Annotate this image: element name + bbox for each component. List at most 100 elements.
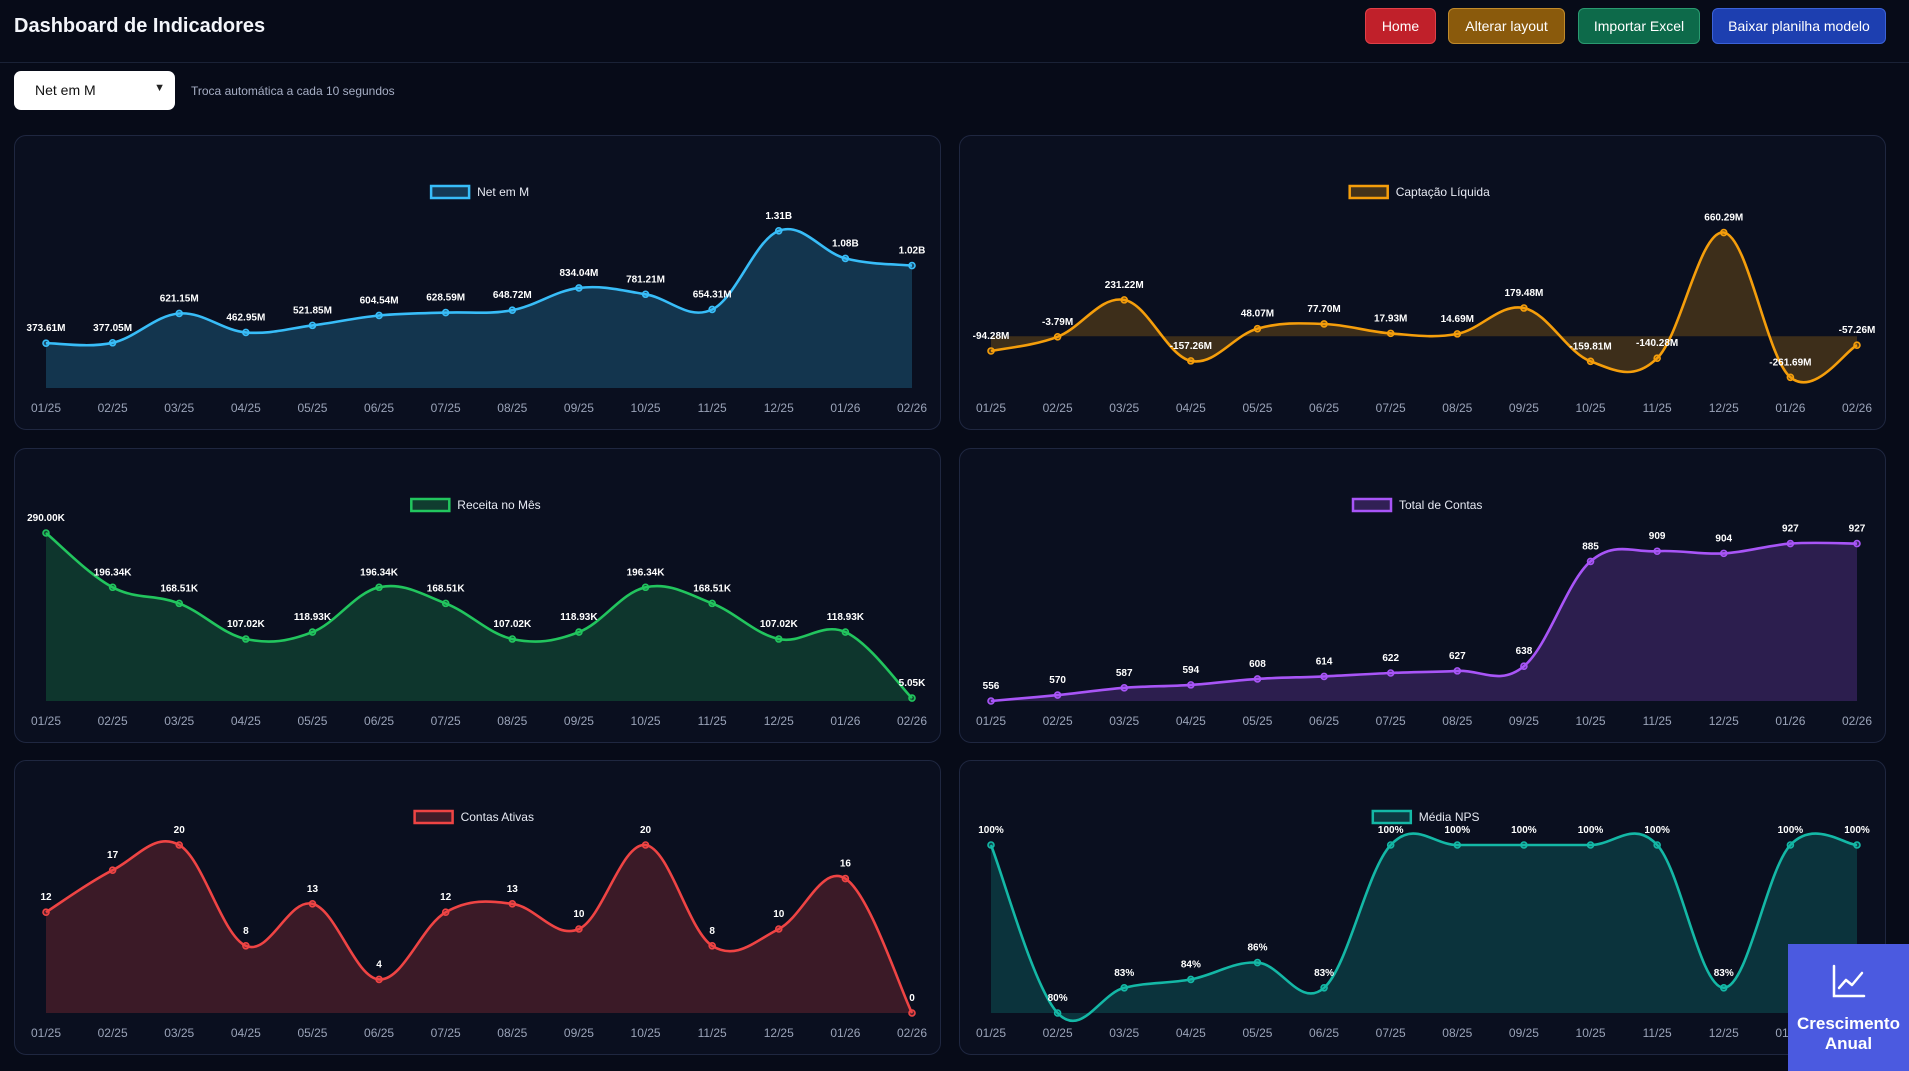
data-point[interactable] [987,697,995,705]
data-point[interactable] [441,599,450,608]
data-point[interactable] [1053,332,1062,341]
change-layout-button[interactable]: Alterar layout [1448,8,1565,44]
legend[interactable]: Net em M [429,184,529,200]
data-point[interactable] [987,347,995,355]
data-point[interactable] [108,866,117,874]
data-point[interactable] [1320,672,1328,681]
data-point[interactable] [1053,691,1062,699]
legend[interactable]: Média NPS [1371,809,1480,825]
data-point[interactable] [1187,975,1195,984]
data-point[interactable] [641,841,650,849]
data-point[interactable] [1386,841,1395,849]
home-button[interactable]: Home [1365,8,1436,44]
data-point[interactable] [1253,958,1262,967]
data-point[interactable] [42,339,50,347]
legend[interactable]: Receita no Mês [410,497,541,513]
data-point[interactable] [375,583,383,592]
data-point[interactable] [242,942,250,950]
data-point[interactable] [508,635,517,643]
data-point[interactable] [1586,557,1595,566]
data-point[interactable] [1653,547,1661,556]
data-point[interactable] [1053,1009,1062,1017]
data-point[interactable] [1786,841,1795,849]
data-point[interactable] [1453,330,1462,338]
data-point[interactable] [308,628,317,636]
data-point[interactable] [774,635,783,643]
data-label: 377.05M [93,323,132,334]
data-point[interactable] [1253,324,1262,333]
data-point[interactable] [841,628,850,636]
data-point[interactable] [1120,684,1129,692]
data-point[interactable] [108,583,117,592]
metric-select[interactable]: Net em M ▼ [14,71,175,110]
data-point[interactable] [1453,667,1462,675]
legend[interactable]: Captação Líquida [1348,184,1490,200]
data-point[interactable] [1320,320,1328,328]
data-point[interactable] [1586,841,1595,849]
data-point[interactable] [242,635,250,643]
data-point[interactable] [1520,304,1528,312]
data-point[interactable] [774,925,783,933]
data-point[interactable] [42,908,50,916]
data-point[interactable] [1719,549,1728,558]
data-point[interactable] [108,338,117,347]
data-point[interactable] [175,841,184,849]
annual-growth-button[interactable]: Crescimento Anual [1788,944,1909,1071]
data-point[interactable] [1853,539,1861,548]
data-point[interactable] [841,874,850,883]
data-point[interactable] [1120,984,1129,992]
data-point[interactable] [1719,228,1728,237]
data-point[interactable] [774,227,783,235]
data-point[interactable] [1719,984,1728,992]
data-point[interactable] [508,900,517,908]
data-point[interactable] [441,908,450,916]
data-point[interactable] [708,305,716,314]
data-point[interactable] [1786,539,1795,548]
data-point[interactable] [575,628,583,636]
x-tick-label: 09/25 [564,1026,594,1040]
data-point[interactable] [1386,669,1395,677]
data-point[interactable] [641,290,650,299]
data-point[interactable] [1520,841,1528,849]
data-point[interactable] [708,942,716,950]
data-point[interactable] [1187,681,1195,689]
data-point[interactable] [1320,984,1328,992]
data-point[interactable] [908,261,916,270]
data-point[interactable] [375,975,383,984]
data-point[interactable] [175,309,184,318]
data-point[interactable] [575,284,583,292]
data-point[interactable] [1253,675,1262,683]
import-excel-button[interactable]: Importar Excel [1578,8,1700,44]
data-point[interactable] [908,1009,916,1017]
data-point[interactable] [1386,329,1395,338]
data-point[interactable] [1586,357,1595,366]
download-template-button[interactable]: Baixar planilha modelo [1712,8,1886,44]
data-point[interactable] [1120,296,1129,304]
data-point[interactable] [841,254,850,263]
data-point[interactable] [42,529,50,537]
data-point[interactable] [242,328,250,337]
data-point[interactable] [1187,357,1195,365]
data-point[interactable] [1853,841,1861,849]
data-point[interactable] [1653,354,1661,363]
data-point[interactable] [1853,341,1861,349]
data-point[interactable] [708,599,716,608]
data-point[interactable] [175,599,184,608]
data-point[interactable] [508,306,517,314]
legend[interactable]: Contas Ativas [413,809,534,825]
data-point[interactable] [641,583,650,592]
data-point[interactable] [575,925,583,933]
data-point[interactable] [308,321,317,330]
legend[interactable]: Total de Contas [1351,497,1482,513]
data-point[interactable] [908,694,916,702]
data-point[interactable] [1520,662,1528,671]
data-point[interactable] [1786,373,1795,382]
x-tick-label: 10/25 [631,401,661,415]
x-tick-label: 08/25 [1442,401,1472,415]
data-point[interactable] [308,900,317,908]
data-point[interactable] [1453,841,1462,849]
data-point[interactable] [987,841,995,849]
data-point[interactable] [375,311,383,320]
data-point[interactable] [441,308,450,317]
data-point[interactable] [1653,841,1661,849]
